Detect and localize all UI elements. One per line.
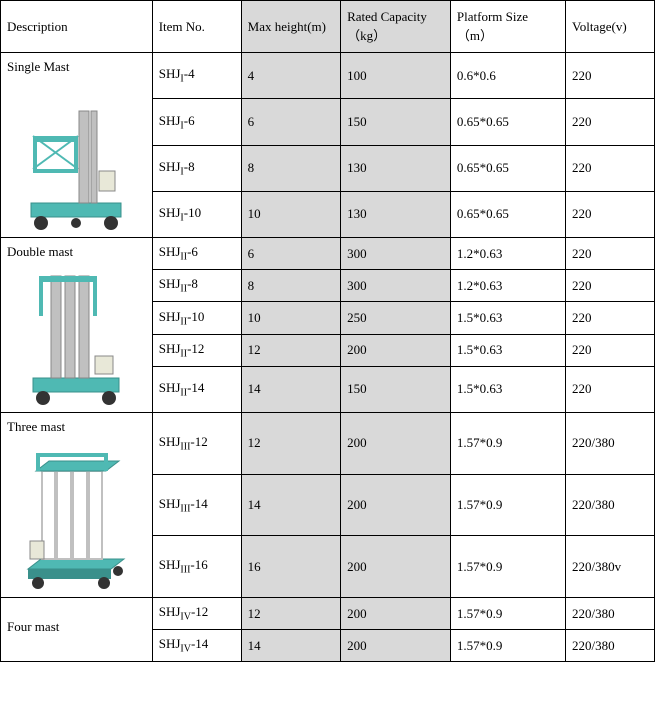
cell-voltage: 220 [566,53,655,99]
cell-item-no: SHJIII-14 [152,474,241,536]
table-row: Three mast SHJIII-12 12 200 1.57*0.9 220… [1,413,655,475]
cell-platform-size: 1.5*0.63 [450,302,565,334]
cell-rated-capacity: 150 [341,366,451,412]
cell-platform-size: 0.65*0.65 [450,145,565,191]
cell-platform-size: 1.57*0.9 [450,474,565,536]
description-cell: Single Mast [1,53,153,238]
cell-item-no: SHJII-14 [152,366,241,412]
cell-voltage: 220/380 [566,474,655,536]
header-description: Description [1,1,153,53]
cell-max-height: 12 [241,598,340,630]
group-label: Double mast [7,244,146,260]
cell-rated-capacity: 100 [341,53,451,99]
cell-voltage: 220/380 [566,413,655,475]
cell-platform-size: 1.5*0.63 [450,366,565,412]
cell-max-height: 6 [241,99,340,145]
cell-max-height: 14 [241,630,340,662]
cell-platform-size: 1.57*0.9 [450,598,565,630]
cell-rated-capacity: 300 [341,270,451,302]
cell-voltage: 220 [566,366,655,412]
cell-max-height: 12 [241,413,340,475]
cell-max-height: 12 [241,334,340,366]
cell-item-no: SHJII-12 [152,334,241,366]
cell-voltage: 220/380 [566,630,655,662]
header-max-height: Max height(m) [241,1,340,53]
cell-item-no: SHJII-8 [152,270,241,302]
cell-max-height: 14 [241,366,340,412]
cell-voltage: 220 [566,145,655,191]
table-row: Single Mast SHJI-4 4 100 0.6*0.6 220 [1,53,655,99]
description-cell: Double mast [1,238,153,413]
description-cell: Four mast [1,598,153,662]
cell-voltage: 220 [566,302,655,334]
cell-voltage: 220 [566,99,655,145]
cell-item-no: SHJIII-12 [152,413,241,475]
cell-item-no: SHJIV-12 [152,598,241,630]
group-label: Four mast [7,619,146,635]
cell-max-height: 10 [241,191,340,237]
cell-item-no: SHJI-6 [152,99,241,145]
cell-platform-size: 0.65*0.65 [450,191,565,237]
header-item-no: Item No. [152,1,241,53]
lift-illustration [7,266,146,406]
cell-item-no: SHJII-10 [152,302,241,334]
cell-item-no: SHJI-8 [152,145,241,191]
header-voltage: Voltage(v) [566,1,655,53]
cell-item-no: SHJII-6 [152,238,241,270]
cell-platform-size: 1.5*0.63 [450,334,565,366]
header-rated-capacity: Rated Capacity （kg） [341,1,451,53]
cell-max-height: 14 [241,474,340,536]
cell-max-height: 8 [241,270,340,302]
cell-rated-capacity: 250 [341,302,451,334]
cell-rated-capacity: 150 [341,99,451,145]
cell-max-height: 8 [241,145,340,191]
cell-platform-size: 0.6*0.6 [450,53,565,99]
cell-max-height: 16 [241,536,340,598]
cell-rated-capacity: 200 [341,630,451,662]
cell-platform-size: 1.57*0.9 [450,413,565,475]
cell-voltage: 220 [566,238,655,270]
cell-voltage: 220/380v [566,536,655,598]
cell-rated-capacity: 130 [341,145,451,191]
header-row: Description Item No. Max height(m) Rated… [1,1,655,53]
group-label: Single Mast [7,59,146,75]
table-row: Four mast SHJIV-12 12 200 1.57*0.9 220/3… [1,598,655,630]
lift-illustration [7,441,146,591]
cell-rated-capacity: 130 [341,191,451,237]
cell-voltage: 220 [566,191,655,237]
cell-max-height: 6 [241,238,340,270]
cell-max-height: 10 [241,302,340,334]
cell-rated-capacity: 200 [341,536,451,598]
lift-illustration [7,81,146,231]
cell-max-height: 4 [241,53,340,99]
cell-platform-size: 0.65*0.65 [450,99,565,145]
cell-platform-size: 1.2*0.63 [450,238,565,270]
table-row: Double mast SHJII-6 6 300 1.2*0.63 220 [1,238,655,270]
cell-rated-capacity: 200 [341,598,451,630]
cell-rated-capacity: 200 [341,413,451,475]
cell-rated-capacity: 200 [341,334,451,366]
group-label: Three mast [7,419,146,435]
cell-item-no: SHJI-10 [152,191,241,237]
cell-rated-capacity: 200 [341,474,451,536]
cell-item-no: SHJIII-16 [152,536,241,598]
cell-item-no: SHJI-4 [152,53,241,99]
specs-table: Description Item No. Max height(m) Rated… [0,0,655,662]
cell-item-no: SHJIV-14 [152,630,241,662]
cell-platform-size: 1.57*0.9 [450,630,565,662]
cell-rated-capacity: 300 [341,238,451,270]
cell-voltage: 220 [566,334,655,366]
cell-platform-size: 1.2*0.63 [450,270,565,302]
cell-platform-size: 1.57*0.9 [450,536,565,598]
description-cell: Three mast [1,413,153,598]
cell-voltage: 220/380 [566,598,655,630]
cell-voltage: 220 [566,270,655,302]
header-platform-size: Platform Size （m） [450,1,565,53]
